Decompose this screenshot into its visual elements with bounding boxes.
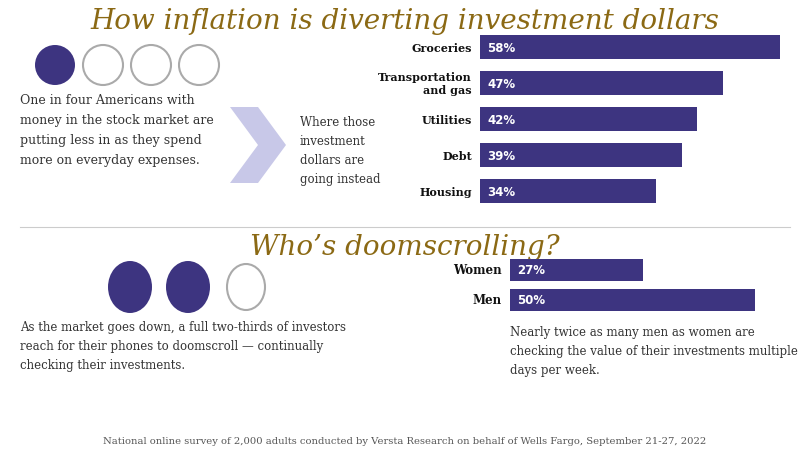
- Polygon shape: [230, 108, 286, 184]
- Text: National online survey of 2,000 adults conducted by Versta Research on behalf of: National online survey of 2,000 adults c…: [104, 436, 706, 445]
- Text: As the market goes down, a full two-thirds of investors
reach for their phones t: As the market goes down, a full two-thir…: [20, 320, 346, 371]
- Text: One in four Americans with
money in the stock market are
putting less in as they: One in four Americans with money in the …: [20, 94, 214, 167]
- Ellipse shape: [227, 264, 265, 310]
- Circle shape: [131, 46, 171, 86]
- Text: 39%: 39%: [487, 149, 515, 162]
- Text: Debt: Debt: [442, 150, 472, 161]
- Text: Nearly twice as many men as women are
checking the value of their investments mu: Nearly twice as many men as women are ch…: [510, 325, 798, 376]
- Circle shape: [35, 46, 75, 86]
- Circle shape: [83, 46, 123, 86]
- Bar: [480, 72, 723, 96]
- Text: Women: Women: [454, 264, 502, 277]
- Text: 27%: 27%: [517, 264, 545, 277]
- Text: Where those
investment
dollars are
going instead: Where those investment dollars are going…: [300, 116, 381, 186]
- Bar: [510, 289, 756, 311]
- Text: Utilities: Utilities: [422, 114, 472, 125]
- Text: Housing: Housing: [420, 186, 472, 197]
- Text: Groceries: Groceries: [411, 42, 472, 53]
- Text: Transportation
and gas: Transportation and gas: [378, 72, 472, 96]
- Text: How inflation is diverting investment dollars: How inflation is diverting investment do…: [91, 8, 719, 35]
- Circle shape: [179, 46, 219, 86]
- Ellipse shape: [108, 262, 152, 313]
- Bar: [480, 144, 681, 167]
- Bar: [480, 108, 697, 131]
- Bar: [510, 259, 642, 281]
- Text: Who’s doomscrolling?: Who’s doomscrolling?: [250, 233, 560, 260]
- Text: 47%: 47%: [487, 77, 515, 90]
- Bar: [480, 180, 655, 203]
- Text: 58%: 58%: [487, 41, 515, 55]
- Text: Men: Men: [473, 294, 502, 307]
- Text: 34%: 34%: [487, 185, 515, 198]
- Bar: [480, 36, 780, 60]
- Text: 50%: 50%: [517, 294, 545, 307]
- Ellipse shape: [166, 262, 210, 313]
- Text: 42%: 42%: [487, 113, 515, 126]
